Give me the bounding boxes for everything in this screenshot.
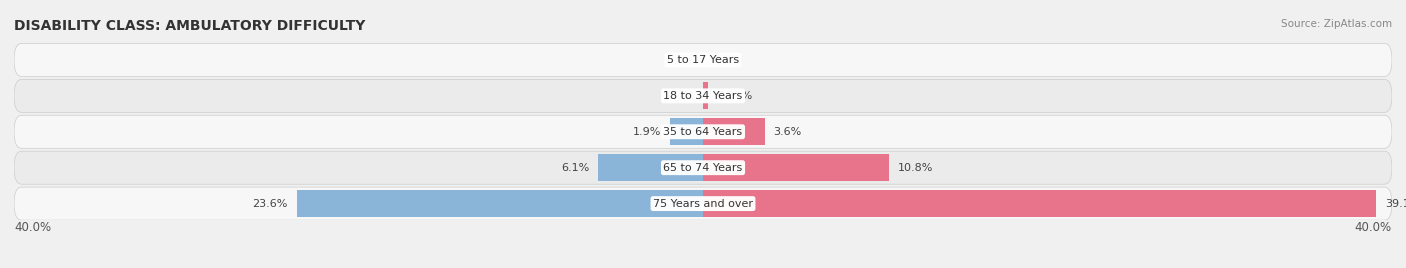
- Text: 3.6%: 3.6%: [773, 127, 801, 137]
- Bar: [671, 118, 703, 145]
- Text: 10.8%: 10.8%: [897, 163, 934, 173]
- Text: 39.1%: 39.1%: [1385, 199, 1406, 209]
- Bar: [703, 82, 709, 109]
- Text: 75 Years and over: 75 Years and over: [652, 199, 754, 209]
- Text: 65 to 74 Years: 65 to 74 Years: [664, 163, 742, 173]
- Text: 0.0%: 0.0%: [666, 91, 695, 101]
- FancyBboxPatch shape: [14, 187, 1392, 220]
- Text: 40.0%: 40.0%: [1355, 221, 1392, 234]
- Bar: [703, 190, 1376, 217]
- Text: 35 to 64 Years: 35 to 64 Years: [664, 127, 742, 137]
- Bar: [297, 190, 703, 217]
- FancyBboxPatch shape: [14, 115, 1392, 148]
- Text: 0.0%: 0.0%: [666, 55, 695, 65]
- Text: 18 to 34 Years: 18 to 34 Years: [664, 91, 742, 101]
- Bar: [703, 118, 765, 145]
- Text: 6.1%: 6.1%: [561, 163, 589, 173]
- Text: 23.6%: 23.6%: [253, 199, 288, 209]
- Text: 5 to 17 Years: 5 to 17 Years: [666, 55, 740, 65]
- Bar: [703, 154, 889, 181]
- FancyBboxPatch shape: [14, 151, 1392, 184]
- Text: Source: ZipAtlas.com: Source: ZipAtlas.com: [1281, 19, 1392, 29]
- Text: 40.0%: 40.0%: [14, 221, 51, 234]
- FancyBboxPatch shape: [14, 43, 1392, 76]
- FancyBboxPatch shape: [14, 79, 1392, 112]
- Bar: [598, 154, 703, 181]
- Text: 0.0%: 0.0%: [711, 55, 740, 65]
- Text: 1.9%: 1.9%: [633, 127, 662, 137]
- Text: DISABILITY CLASS: AMBULATORY DIFFICULTY: DISABILITY CLASS: AMBULATORY DIFFICULTY: [14, 19, 366, 33]
- Text: 0.31%: 0.31%: [717, 91, 752, 101]
